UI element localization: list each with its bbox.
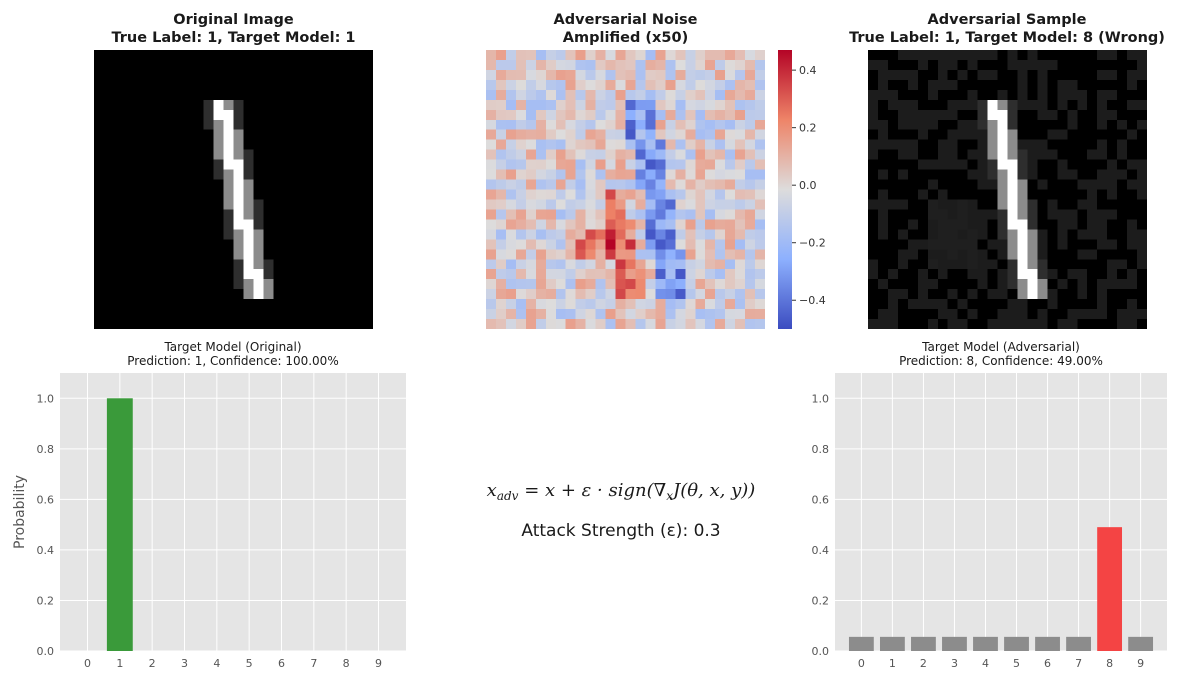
bar-6 (1035, 636, 1060, 651)
x-tick-label: 6 (1044, 657, 1051, 670)
bar-8 (1097, 527, 1123, 651)
bar-7 (1066, 636, 1091, 651)
x-tick-label: 2 (920, 657, 927, 670)
y-tick-label: 0.8 (37, 443, 55, 456)
formula-lhs: x (486, 480, 497, 501)
x-tick-label: 1 (889, 657, 896, 670)
y-tick-label: 0.4 (812, 544, 830, 557)
formula-rhs: = x + ε · sign(∇ (524, 480, 667, 501)
bar-1 (106, 398, 133, 651)
chart-left-title: Target Model (Original) Prediction: 1, C… (60, 340, 406, 368)
noise-title: Adversarial Noise Amplified (x50) (486, 11, 765, 47)
bar-chart-1: 0.0 0.2 0.4 0.6 0.8 1.0 0 1 2 3 4 5 6 7 8 9 (812, 373, 1167, 670)
chart-right-title: Target Model (Adversarial) Prediction: 8… (835, 340, 1167, 368)
bar-9 (1128, 636, 1154, 651)
y-tick-label: 0.0 (37, 645, 55, 658)
formula-rhs-end: J(θ, x, y)) (672, 480, 756, 501)
x-tick-label: 3 (951, 657, 958, 670)
y-axis-label: Probability (12, 475, 28, 549)
bar-4 (973, 636, 998, 651)
original-digit-image (94, 50, 373, 329)
bar-1 (879, 636, 905, 651)
noise-title-line2: Amplified (x50) (562, 30, 689, 46)
bar-2 (911, 636, 936, 651)
adversarial-digit-image (868, 50, 1147, 329)
formula-grad-sub: x (666, 489, 673, 503)
chart-left-title-line1: Target Model (Original) (164, 340, 302, 354)
y-tick-label: 0.6 (812, 493, 830, 506)
x-tick-label: 6 (278, 657, 285, 670)
y-tick-label: 0.2 (37, 594, 55, 607)
fgsm-formula: xadv = x + ε · sign(∇xJ(θ, x, y)) (440, 480, 802, 503)
x-tick-label: 0 (84, 657, 91, 670)
original-image-title: Original Image True Label: 1, Target Mod… (94, 11, 373, 47)
y-tick-label: 0.6 (37, 493, 55, 506)
y-tick-label: 1.0 (812, 392, 830, 405)
original-image-title-line1: Original Image (173, 12, 294, 28)
x-tick-label: 5 (1013, 657, 1020, 670)
bar-3 (942, 636, 967, 651)
bar-5 (1004, 636, 1029, 651)
y-tick-label: 0.4 (37, 544, 55, 557)
x-tick-label: 7 (310, 657, 317, 670)
x-tick-label: 4 (982, 657, 989, 670)
x-tick-label: 7 (1075, 657, 1082, 670)
chart-right-title-line1: Target Model (Adversarial) (922, 340, 1080, 354)
x-tick-label: 4 (213, 657, 220, 670)
y-tick-label: 0.8 (812, 443, 830, 456)
adversarial-image-title-line2: True Label: 1, Target Model: 8 (Wrong) (849, 30, 1165, 46)
x-tick-label: 9 (375, 657, 382, 670)
original-image-title-line2: True Label: 1, Target Model: 1 (111, 30, 356, 46)
chart-right-title-line2: Prediction: 8, Confidence: 49.00% (899, 354, 1103, 368)
chart-left-title-line2: Prediction: 1, Confidence: 100.00% (127, 354, 339, 368)
x-tick-label: 0 (858, 657, 865, 670)
adversarial-image-title-line1: Adversarial Sample (927, 12, 1087, 28)
x-tick-label: 8 (343, 657, 350, 670)
bar-0 (848, 636, 874, 651)
x-tick-label: 2 (149, 657, 156, 670)
formula-lhs-sub: adv (496, 489, 519, 503)
x-tick-label: 8 (1106, 657, 1113, 670)
x-tick-label: 9 (1137, 657, 1144, 670)
y-tick-label: 0.2 (812, 594, 830, 607)
y-tick-label: 0.0 (812, 645, 830, 658)
x-tick-label: 3 (181, 657, 188, 670)
bar-chart-0: 0.0 0.2 0.4 0.6 0.8 1.0 0 1 2 3 4 5 6 7 8 9 Probability (12, 373, 406, 670)
noise-title-line1: Adversarial Noise (553, 12, 698, 28)
noise-heatmap-image (486, 50, 765, 329)
x-tick-label: 5 (246, 657, 253, 670)
adversarial-image-title: Adversarial Sample True Label: 1, Target… (840, 11, 1174, 47)
x-tick-label: 1 (116, 657, 123, 670)
attack-strength: Attack Strength (ε): 0.3 (521, 521, 721, 541)
y-tick-label: 1.0 (37, 392, 55, 405)
